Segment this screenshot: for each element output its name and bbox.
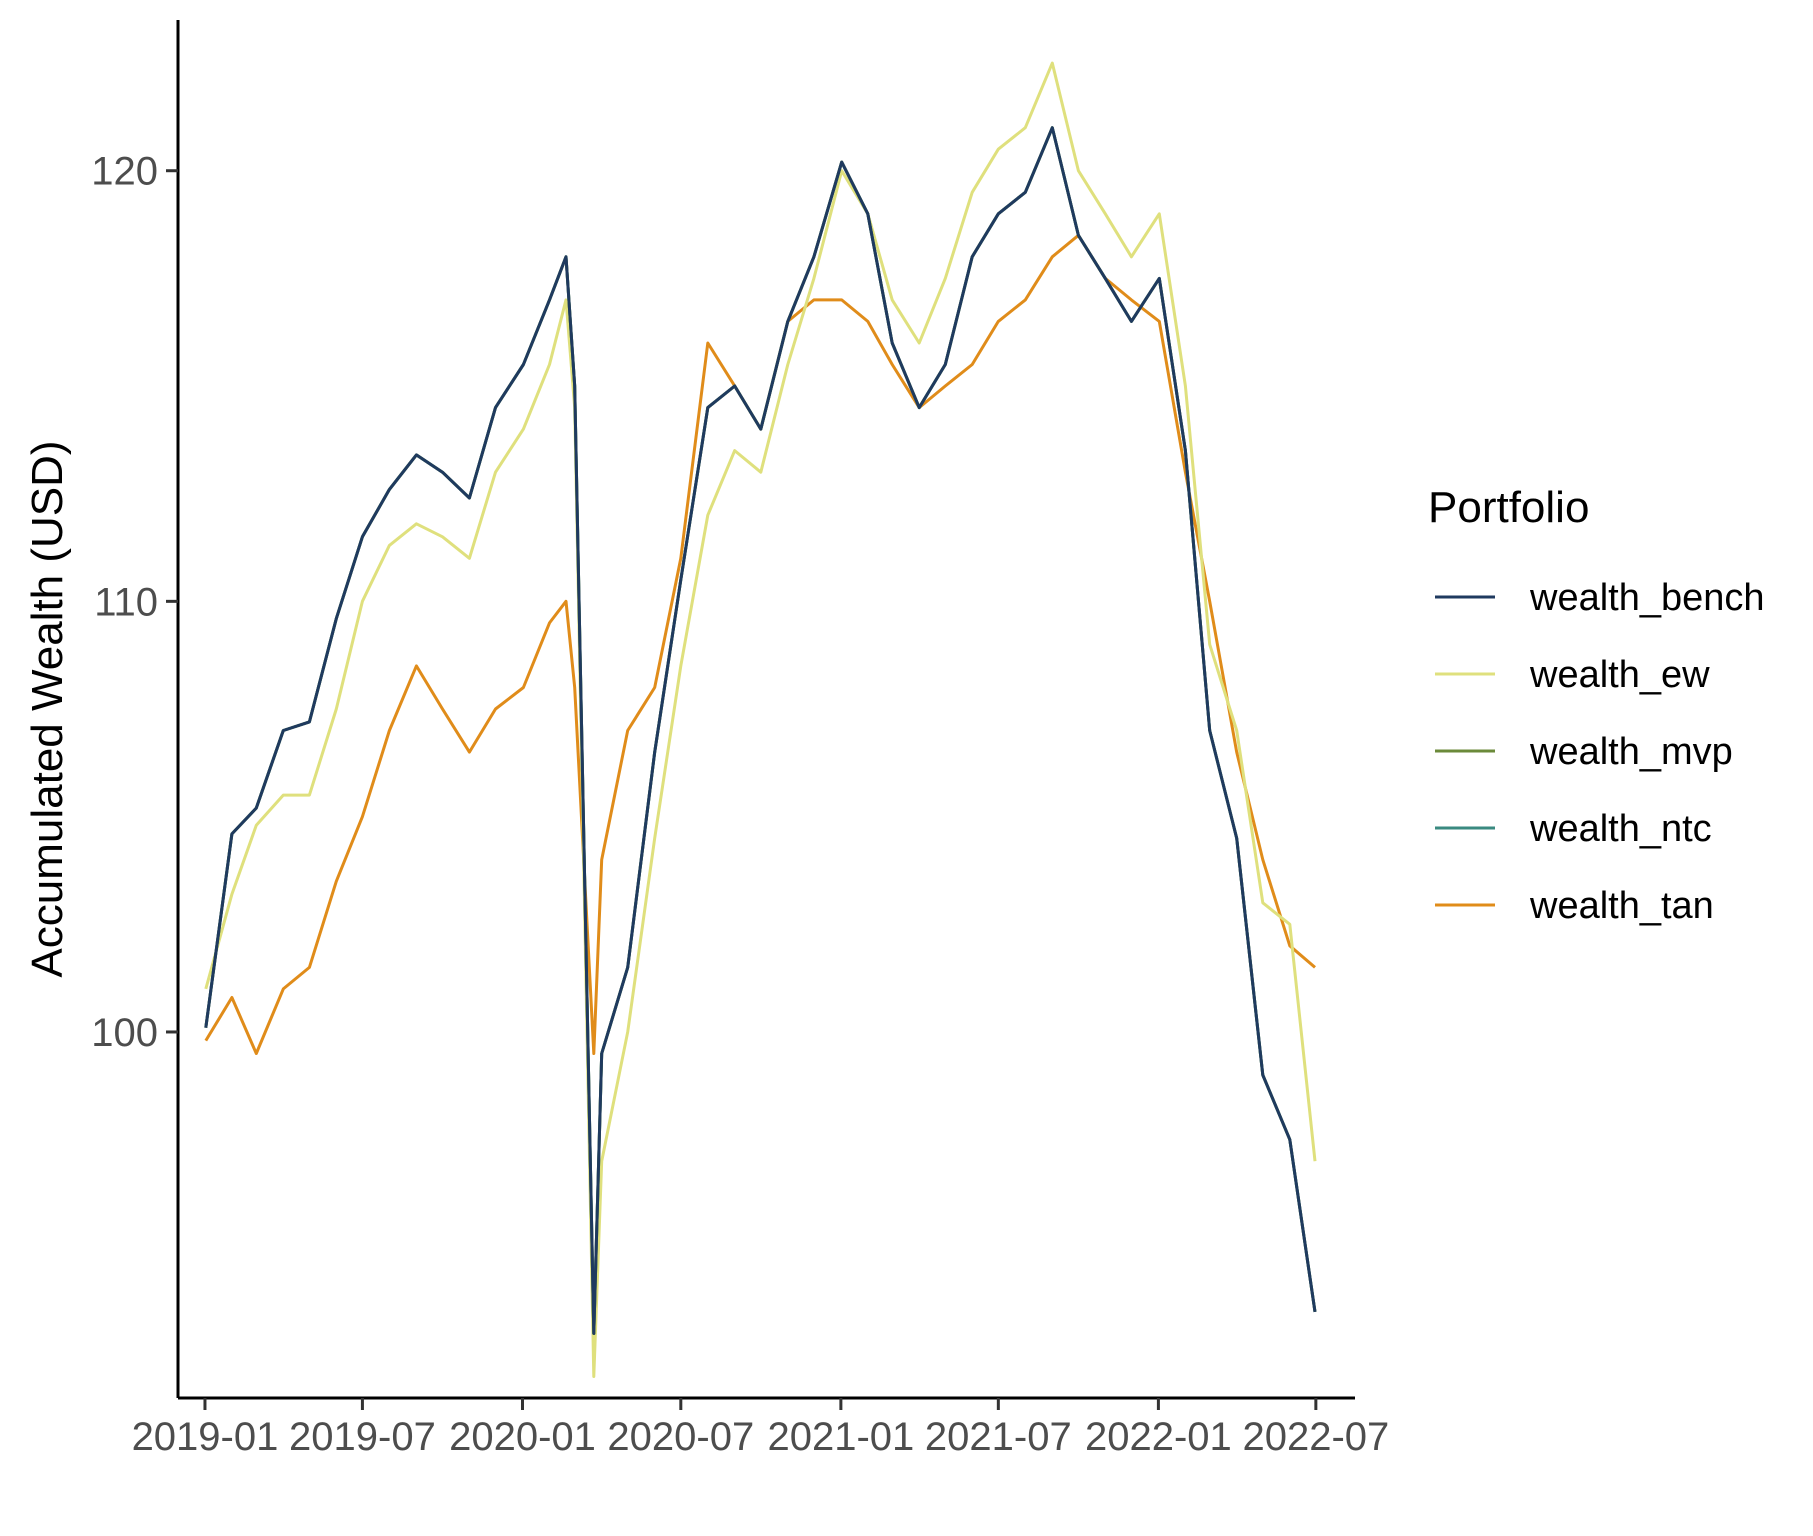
series-line-wealth-ntc xyxy=(204,126,1317,1335)
legend-label: wealth_tan xyxy=(1529,885,1714,927)
y-axis: 100 110 120 xyxy=(91,150,178,1055)
x-tick-label: 2020-07 xyxy=(607,1415,754,1459)
x-tick-label: 2022-01 xyxy=(1085,1415,1232,1459)
x-tick-label: 2021-07 xyxy=(925,1415,1072,1459)
x-tick-label: 2022-07 xyxy=(1242,1415,1389,1459)
legend-label: wealth_ew xyxy=(1529,654,1710,696)
legend-title: Portfolio xyxy=(1428,483,1589,532)
y-tick-label: 100 xyxy=(91,1011,158,1055)
y-tick-label: 110 xyxy=(94,580,158,624)
x-tick-label: 2020-01 xyxy=(449,1415,596,1459)
legend-label: wealth_mvp xyxy=(1529,731,1733,773)
series-line-wealth-ew xyxy=(204,61,1317,1378)
x-tick-label: 2021-01 xyxy=(767,1415,914,1459)
legend-label: wealth_ntc xyxy=(1529,808,1712,850)
legend-label: wealth_bench xyxy=(1529,577,1765,619)
y-axis-title: Accumulated Wealth (USD) xyxy=(23,440,72,977)
plot-area xyxy=(204,61,1317,1378)
legend: Portfolio wealth_bench wealth_ew wealth_mv… xyxy=(1428,483,1765,927)
series-line-wealth-mvp xyxy=(204,126,1317,1335)
series-line-wealth-tan xyxy=(204,233,1316,1055)
x-axis: 2019-01 2019-07 2020-01 2020-07 2021-01 2021-… xyxy=(132,1398,1389,1459)
y-tick-label: 120 xyxy=(91,150,158,194)
x-tick-label: 2019-01 xyxy=(132,1415,279,1459)
x-tick-label: 2019-07 xyxy=(289,1415,436,1459)
series-line-wealth-bench xyxy=(204,126,1317,1335)
